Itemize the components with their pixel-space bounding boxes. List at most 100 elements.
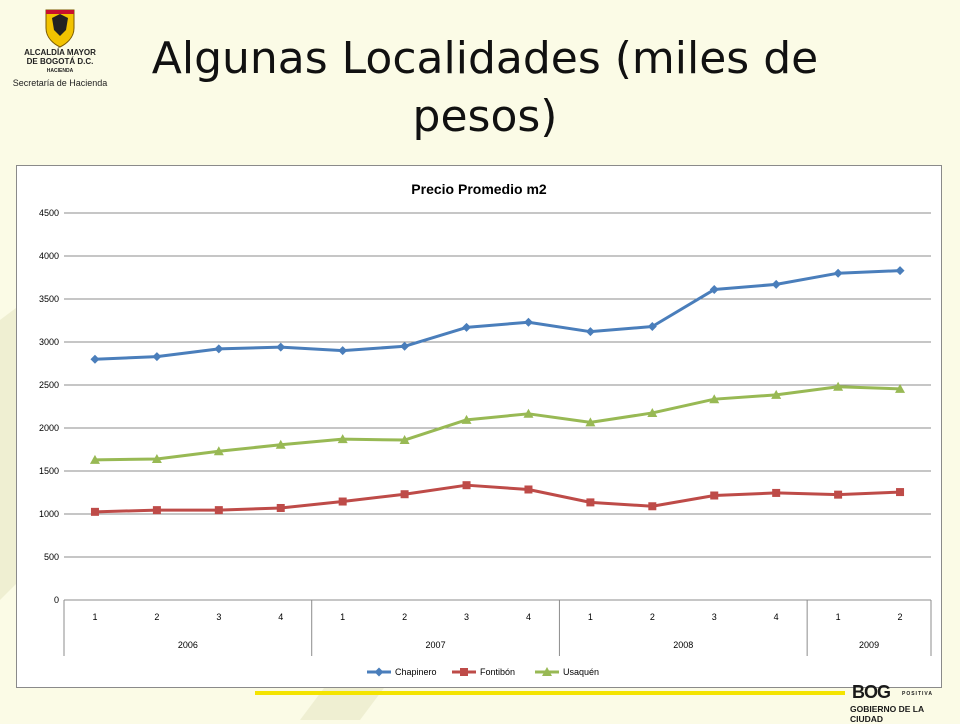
data-point-diamond: [338, 346, 348, 356]
data-point-triangle: [275, 439, 286, 449]
bog-tagline: POSITIVA: [902, 691, 933, 697]
legend-item: Fontibón: [452, 667, 515, 677]
x-tick-label: 2: [154, 612, 159, 622]
y-tick-label: 500: [44, 552, 59, 562]
data-point-diamond: [833, 268, 843, 278]
data-point-diamond: [895, 266, 905, 276]
x-tick-label: 2: [402, 612, 407, 622]
data-point-square: [338, 497, 347, 506]
data-point-triangle: [647, 407, 658, 417]
y-tick-label: 4500: [39, 208, 59, 218]
bog-subtitle: GOBIERNO DE LA CIUDAD: [850, 704, 924, 724]
data-point-diamond: [709, 285, 719, 295]
data-point-square: [400, 490, 409, 499]
legend-label: Fontibón: [480, 667, 515, 677]
slide-title: Algunas Localidades (miles de pesos): [151, 33, 819, 142]
chart-frame: Precio Promedio m2 0 500 1000 1500 2000 2500 3…: [16, 165, 942, 688]
x-tick-label: 1: [836, 612, 841, 622]
y-tick-label: 3500: [39, 294, 59, 304]
x-tick-label: 1: [92, 612, 97, 622]
data-point-diamond: [585, 327, 595, 337]
data-point-triangle: [213, 446, 224, 456]
logo-line-3: HACIENDA: [46, 68, 74, 74]
y-tick-label: 1000: [39, 509, 59, 519]
coat-of-arms-icon: [45, 9, 75, 48]
data-point-triangle: [151, 453, 162, 463]
y-tick-label: 2500: [39, 380, 59, 390]
data-point-diamond: [374, 667, 384, 677]
data-point-triangle: [542, 667, 552, 676]
x-group-label: 2006: [178, 640, 198, 650]
bogota-positiva-logo: BOG POSITIVA GOBIERNO DE LA CIUDAD: [850, 682, 956, 724]
series-line: [94, 385, 901, 462]
x-group-label: 2009: [859, 640, 879, 650]
data-point-triangle: [399, 435, 410, 445]
legend-label: Usaquén: [563, 667, 599, 677]
legend-label: Chapinero: [395, 667, 437, 677]
data-point-square: [90, 507, 99, 516]
series-line: [94, 483, 901, 514]
y-tick-label: 3000: [39, 337, 59, 347]
x-tick-label: 1: [340, 612, 345, 622]
data-point-diamond: [276, 342, 286, 352]
series-fontibon: [90, 481, 905, 516]
y-tick-label: 2000: [39, 423, 59, 433]
data-point-diamond: [462, 322, 472, 332]
data-point-square: [648, 502, 657, 511]
x-tick-label: 3: [464, 612, 469, 622]
logo-line-4: Secretaría de Hacienda: [12, 78, 108, 88]
data-point-square: [896, 488, 905, 497]
data-point-triangle: [585, 417, 596, 427]
data-point-square: [772, 488, 781, 497]
y-tick-label: 0: [54, 595, 59, 605]
data-point-square: [586, 498, 595, 507]
line-chart: Precio Promedio m2 0 500 1000 1500 2000 2500 3…: [39, 181, 932, 677]
data-point-square: [462, 481, 471, 490]
x-tick-label: 4: [278, 612, 283, 622]
y-tick-label: 4000: [39, 251, 59, 261]
data-point-square: [214, 506, 223, 515]
y-tick-label: 1500: [39, 466, 59, 476]
series-usaquen: [89, 381, 906, 464]
data-point-triangle: [895, 383, 906, 393]
x-group-label: 2007: [426, 640, 446, 650]
data-point-square: [276, 503, 285, 512]
data-point-diamond: [90, 354, 100, 364]
data-point-square: [834, 490, 843, 499]
data-point-square: [152, 506, 161, 515]
series-chapinero: [90, 266, 905, 364]
bog-brand-text: BOG: [852, 682, 891, 702]
chart-title: Precio Promedio m2: [411, 181, 547, 197]
legend-item: Chapinero: [367, 667, 437, 677]
data-point-triangle: [709, 394, 720, 404]
footer-yellow-bar: [255, 691, 845, 695]
x-tick-label: 2: [898, 612, 903, 622]
data-point-diamond: [647, 322, 657, 332]
data-point-diamond: [400, 341, 410, 351]
data-point-diamond: [152, 352, 162, 362]
logo-line-1: ALCALDÍA MAYOR: [24, 48, 96, 57]
x-tick-label: 3: [216, 612, 221, 622]
data-point-triangle: [461, 414, 472, 424]
data-point-diamond: [523, 317, 533, 327]
data-point-diamond: [771, 279, 781, 289]
x-tick-label: 1: [588, 612, 593, 622]
data-point-diamond: [214, 344, 224, 354]
data-point-square: [524, 485, 533, 494]
x-tick-label: 4: [774, 612, 779, 622]
series-line: [94, 269, 901, 361]
data-point-triangle: [771, 389, 782, 399]
data-point-triangle: [833, 381, 844, 391]
data-point-triangle: [89, 454, 100, 464]
data-point-square: [710, 491, 719, 500]
data-point-triangle: [523, 408, 534, 418]
data-point-square: [460, 668, 468, 676]
x-tick-label: 2: [650, 612, 655, 622]
legend-item: Usaquén: [535, 667, 599, 677]
x-group-label: 2008: [673, 640, 693, 650]
alcaldia-logo: ALCALDÍA MAYOR DE BOGOTÁ D.C. HACIENDA S…: [4, 4, 116, 92]
x-tick-label: 4: [526, 612, 531, 622]
data-point-triangle: [337, 434, 348, 444]
x-tick-label: 3: [712, 612, 717, 622]
logo-line-2: DE BOGOTÁ D.C.: [26, 57, 94, 66]
